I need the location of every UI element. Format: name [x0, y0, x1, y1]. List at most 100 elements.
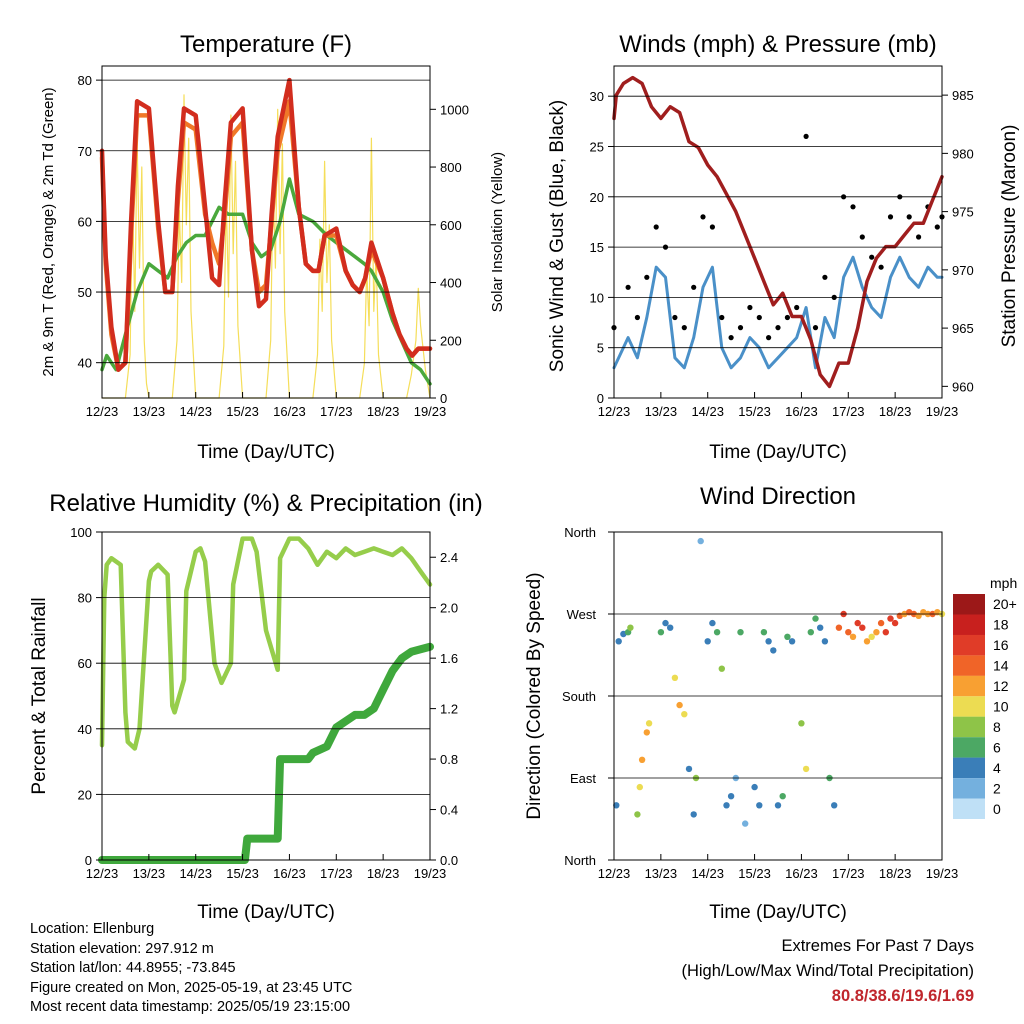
x-tick-label: 17/23	[832, 404, 865, 419]
wind-direction-y-label: Direction (Colored By Speed)	[524, 572, 545, 819]
direction-point	[877, 619, 885, 627]
winds-y-label: Sonic Wind & Gust (Blue, Black)	[547, 100, 568, 372]
temperature-gridlines	[102, 79, 430, 364]
x-tick-label: 17/23	[320, 404, 353, 419]
y-tick-label: 1.6	[440, 651, 458, 666]
humidity-y-label: Percent & Total Rainfall	[29, 597, 50, 794]
direction-point	[671, 674, 679, 681]
y-tick-label: 980	[952, 146, 974, 161]
x-tick-label: 17/23	[832, 866, 865, 881]
y-tick-label: 30	[590, 89, 604, 104]
direction-point	[676, 701, 683, 709]
temperature-y2-ticks: 0 200 400 600 800 1000	[430, 102, 469, 406]
direction-point	[681, 711, 688, 718]
direction-point	[751, 783, 758, 791]
station-elevation: Station elevation: 297.912 m	[30, 940, 214, 957]
gust-point	[822, 274, 828, 280]
gust-point	[812, 325, 819, 331]
direction-point	[667, 624, 674, 631]
y-tick-label: 400	[440, 276, 462, 291]
direction-point	[657, 629, 665, 636]
extremes-subtitle: (High/Low/Max Wind/Total Precipitation)	[681, 962, 974, 980]
x-tick-label: 12/23	[86, 404, 119, 419]
winds-series-group	[611, 75, 945, 389]
legend-label: 20+	[993, 596, 1017, 612]
gust-point	[691, 284, 697, 290]
direction-point	[643, 729, 650, 736]
direction-point	[854, 619, 861, 627]
x-tick-label: 14/23	[691, 404, 724, 419]
x-tick-label: 15/23	[738, 866, 771, 881]
gust-point	[859, 234, 865, 240]
direction-point	[718, 665, 725, 672]
y-tick-label: 60	[78, 656, 92, 671]
x-tick-label: 18/23	[879, 404, 912, 419]
legend-label: 16	[993, 637, 1009, 653]
direction-point	[690, 811, 697, 818]
direction-point	[638, 756, 646, 763]
y-tick-label: 100	[70, 525, 92, 540]
direction-point	[859, 624, 866, 631]
y-tick-label: 0	[440, 391, 447, 406]
most-recent-timestamp: Most recent data timestamp: 2025/05/19 2…	[30, 999, 351, 1016]
legend-swatch	[953, 655, 985, 676]
legend-label: 10	[993, 699, 1009, 715]
figure-created: Figure created on Mon, 2025-05-19, at 23…	[30, 979, 353, 996]
y-tick-label: 970	[952, 263, 974, 278]
extremes-title: Extremes For Past 7 Days	[781, 937, 974, 955]
gust-point	[850, 204, 856, 210]
x-tick-label: 12/23	[86, 866, 119, 881]
wind-direction-x-ticks: 12/23 13/23 14/23 15/23 16/23 17/23 18/23 19/23	[598, 854, 958, 881]
direction-point	[882, 629, 889, 636]
y-tick-label: 1000	[440, 102, 469, 117]
direction-point	[662, 619, 669, 627]
y-tick-label: 600	[440, 218, 462, 233]
wind-direction-x-label: Time (Day/UTC)	[709, 902, 847, 923]
dewpoint-line	[100, 177, 432, 386]
x-tick-label: 16/23	[785, 404, 818, 419]
direction-point	[788, 638, 796, 645]
wind-direction-title: Wind Direction	[700, 483, 856, 510]
gust-point	[700, 214, 706, 220]
x-tick-label: 18/23	[879, 866, 912, 881]
temperature-plot-frame	[101, 65, 431, 399]
y-tick-label: 200	[440, 333, 462, 348]
y-tick-label: 965	[952, 321, 974, 336]
humidity-series-group	[98, 536, 434, 864]
speed-legend-title: mph	[990, 575, 1017, 591]
y-tick-label: 80	[78, 591, 92, 606]
winds-y2-label: Station Pressure (Maroon)	[999, 125, 1020, 348]
direction-label: West	[567, 607, 597, 622]
x-tick-label: 15/23	[738, 404, 771, 419]
direction-point	[645, 720, 653, 727]
y-tick-label: 0.8	[440, 752, 458, 767]
direction-point	[821, 638, 829, 645]
y-tick-label: 15	[590, 240, 604, 255]
legend-label: 6	[993, 739, 1001, 755]
y-tick-label: 1.2	[440, 702, 458, 717]
humidity-x-label: Time (Day/UTC)	[197, 902, 335, 923]
x-tick-label: 13/23	[645, 404, 678, 419]
extremes-values: 80.8/38.6/19.6/1.69	[831, 987, 974, 1005]
x-tick-label: 18/23	[367, 866, 400, 881]
speed-legend: mph 20+ 18 16 14 12 10 8 6 4 2 0	[953, 575, 1017, 819]
relative-humidity-line	[99, 536, 433, 751]
humidity-plot-frame	[101, 531, 431, 861]
temperature-panel: Temperature (F) 40 50 60 70 80 0 200 400 600 800…	[40, 31, 506, 463]
legend-swatch	[953, 696, 985, 717]
temperature-y2-label: Solar Insolation (Yellow)	[489, 152, 506, 312]
gust-point	[906, 214, 912, 220]
y-tick-label: 2.4	[440, 550, 458, 565]
legend-label: 0	[993, 801, 1001, 817]
gust-point	[878, 264, 884, 270]
wind-direction-gridlines	[614, 531, 942, 861]
temperature-series-group	[99, 77, 433, 399]
gust-point	[719, 314, 725, 321]
y-tick-label: 40	[78, 722, 92, 737]
direction-point	[807, 629, 814, 636]
direction-point	[709, 619, 716, 627]
y-tick-label: 960	[952, 379, 974, 394]
direction-point	[737, 629, 744, 636]
y-tick-label: 25	[590, 139, 604, 154]
y-tick-label: 0.0	[440, 853, 458, 868]
